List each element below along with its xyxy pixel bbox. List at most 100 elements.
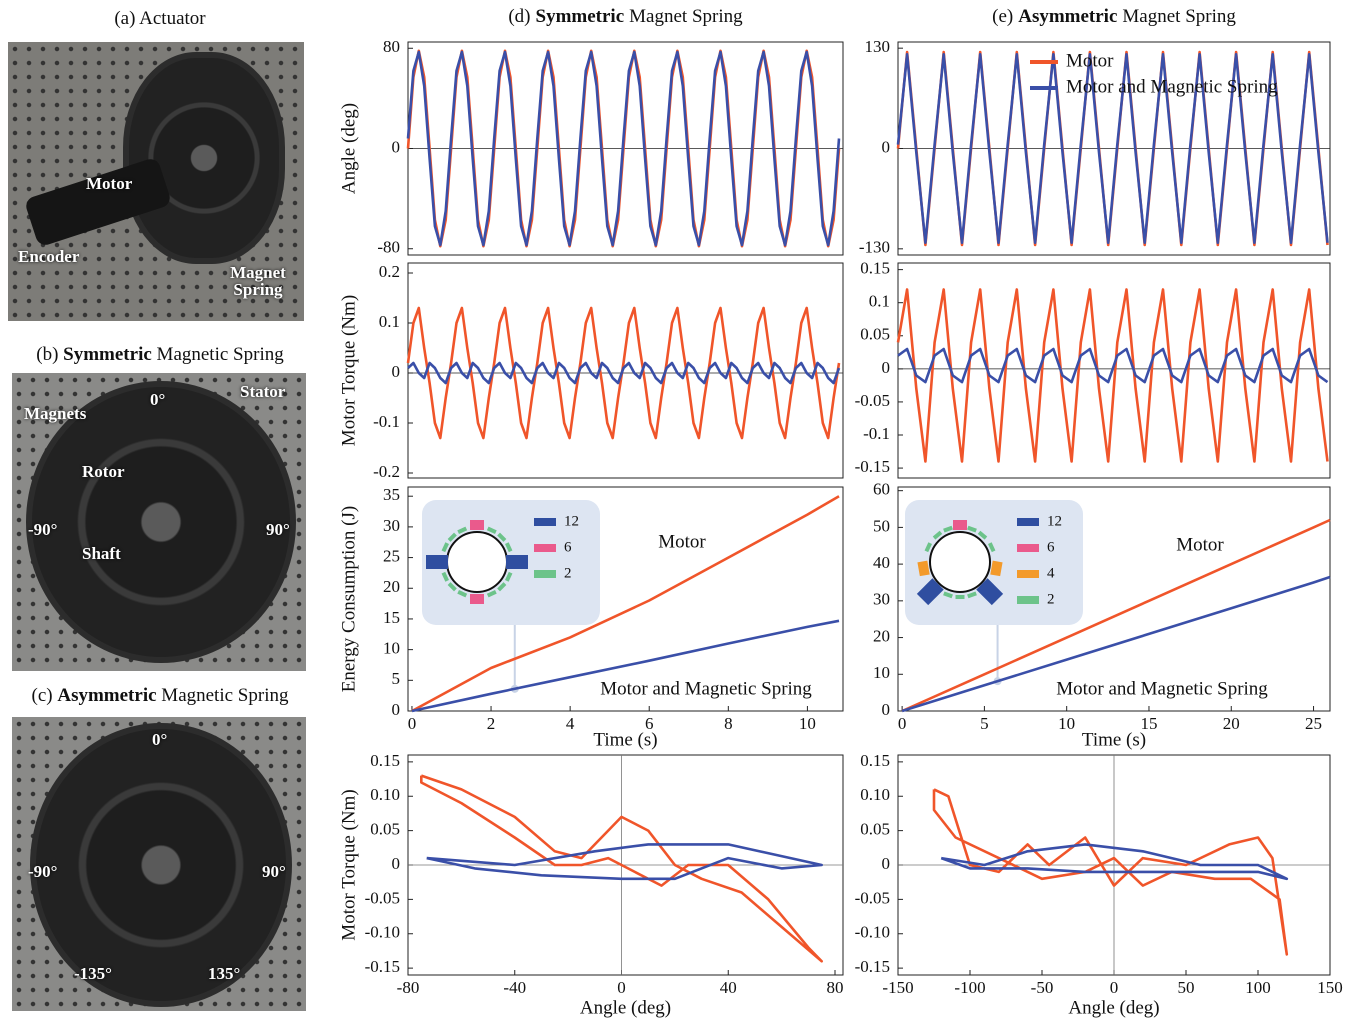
inset-magnet: [426, 555, 448, 569]
y-tick-label: 60: [873, 480, 890, 499]
inset-magnet: [955, 595, 965, 599]
caption-part: Magnetic Spring: [161, 685, 289, 706]
inset-magnet: [447, 582, 457, 592]
photo-label: -135°: [74, 964, 112, 983]
x-tick-label: 0: [408, 714, 417, 733]
y-tick-label: 0.15: [860, 259, 890, 278]
series-line: [406, 306, 841, 440]
inset-magnet: [506, 555, 528, 569]
title-part: Magnet Spring: [629, 6, 743, 27]
y-tick-label: -0.15: [855, 957, 890, 976]
device: [123, 52, 285, 264]
y-tick-label: 0.15: [860, 751, 890, 770]
x-tick-label: -40: [503, 978, 526, 997]
title-part: (d): [508, 6, 530, 27]
photo-actuator: Motor Encoder Magnet Spring: [8, 42, 304, 321]
x-tick-label: 40: [720, 978, 737, 997]
annotation: Motor: [658, 531, 706, 552]
caption-part: (a): [114, 8, 136, 29]
series-line: [411, 619, 840, 713]
y-tick-label: -0.10: [365, 923, 400, 942]
photo-label: Motor: [86, 174, 133, 193]
inset-legend-label: 4: [1047, 565, 1055, 581]
legend-label: Motor and Magnetic Spring: [1066, 76, 1278, 97]
x-tick-label: 100: [1245, 978, 1271, 997]
plot-frame: [407, 486, 844, 712]
y-tick-label: 20: [383, 577, 400, 596]
inset-magnet: [441, 542, 449, 553]
inset-legend-label: 12: [1047, 513, 1062, 529]
y-tick-label: -130: [859, 238, 890, 257]
photo-label: 90°: [262, 862, 286, 881]
y-tick-label: 10: [383, 639, 400, 658]
y-tick-label: 30: [383, 516, 400, 535]
x-axis-label: Time (s): [1082, 729, 1146, 750]
plot-frame: [897, 486, 1331, 712]
photo-label: -90°: [28, 862, 58, 881]
inset-magnet: [990, 560, 1003, 577]
y-tick-label: 0.10: [370, 785, 400, 804]
series-line: [407, 361, 841, 385]
y-tick-label: 40: [873, 553, 890, 572]
title-part: Asymmetric: [1018, 6, 1117, 27]
y-tick-label: -0.05: [855, 888, 890, 907]
inset-legend-swatch: [1017, 518, 1039, 526]
y-tick-label: 0: [392, 700, 401, 719]
y-tick-label: -0.2: [373, 462, 400, 481]
photo-label: 0°: [152, 730, 168, 749]
device: [30, 723, 292, 1007]
x-tick-label: 8: [724, 714, 733, 733]
inset-magnet: [457, 526, 468, 534]
series-line: [901, 575, 1331, 713]
photo-label: 90°: [266, 520, 290, 539]
y-tick-label: 80: [383, 37, 400, 56]
inset-legend-swatch: [534, 518, 556, 526]
caption-part: Magnetic Spring: [156, 344, 284, 365]
inset-legend-label: 2: [1047, 591, 1055, 607]
series-line: [406, 50, 841, 247]
inset-magnet: [924, 542, 932, 553]
y-tick-label: 0.05: [860, 325, 890, 344]
y-axis-label: Motor Torque (Nm): [338, 789, 359, 940]
x-tick-label: 2: [487, 714, 496, 733]
y-tick-label: -0.10: [855, 923, 890, 942]
y-axis-label: Motor Torque (Nm): [338, 295, 359, 446]
inset-rotor: [929, 531, 991, 593]
y-tick-label: 20: [873, 626, 890, 645]
y-tick-label: -0.05: [855, 391, 890, 410]
y-tick-label: -0.15: [855, 457, 890, 476]
inset-magnet: [505, 571, 513, 582]
inset-magnet: [505, 542, 513, 553]
plot-frame: [897, 262, 1331, 479]
series-line: [897, 347, 1329, 384]
y-tick-label: 10: [873, 663, 890, 682]
caption-part: Symmetric: [63, 344, 152, 365]
inset-legend-label: 12: [564, 513, 579, 529]
x-tick-label: 25: [1305, 714, 1322, 733]
inset-magnet: [967, 591, 977, 599]
y-tick-label: 0: [882, 137, 891, 156]
series-line: [901, 518, 1331, 713]
y-axis-label: Angle (deg): [338, 103, 359, 194]
caption-part: (c): [31, 685, 53, 706]
inset-magnet: [988, 542, 996, 553]
title-part: (e): [992, 6, 1013, 27]
inset-magnet: [943, 591, 953, 599]
inset-legend-swatch: [1017, 570, 1039, 578]
x-tick-label: 50: [1178, 978, 1195, 997]
inset-magnet: [917, 560, 930, 577]
x-tick-label: -80: [397, 978, 420, 997]
photo-label: Magnet Spring: [230, 263, 286, 299]
inset-legend-label: 6: [564, 539, 572, 555]
inset-rotor: [446, 531, 508, 593]
inset-magnet: [486, 526, 497, 534]
y-tick-label: 0: [392, 854, 401, 873]
inset-magnet: [447, 532, 457, 542]
y-tick-label: -0.1: [863, 424, 890, 443]
x-tick-label: 10: [1058, 714, 1075, 733]
y-tick-label: 0.15: [370, 751, 400, 770]
x-tick-label: 0: [1110, 978, 1119, 997]
caption-part: Actuator: [139, 8, 206, 29]
